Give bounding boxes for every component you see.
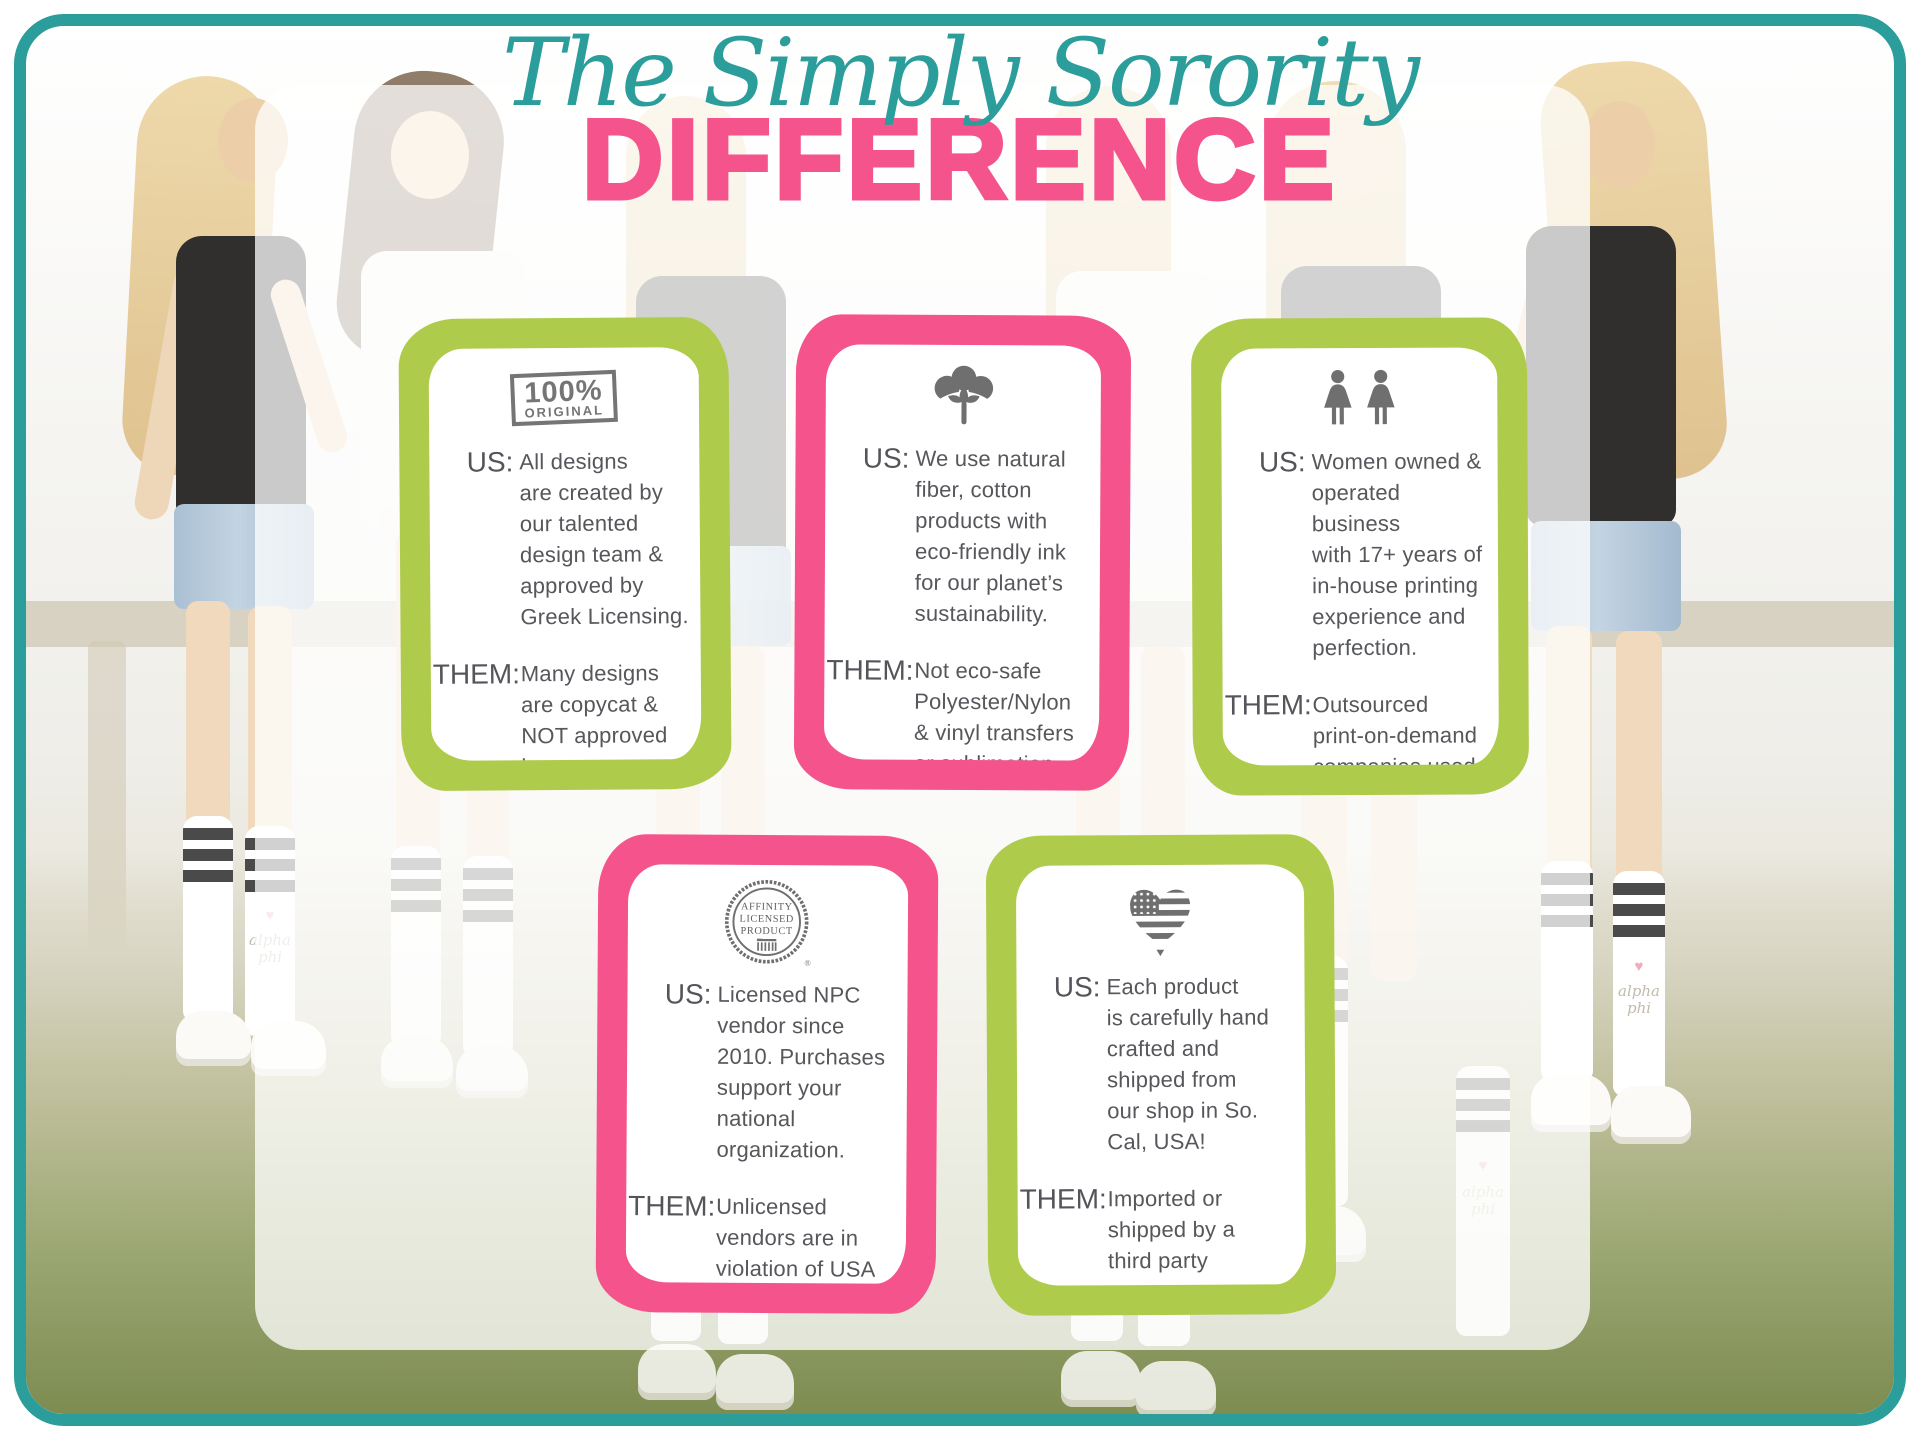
right-girl-knee-sock: ♥ alpha phi bbox=[1613, 871, 1665, 1096]
usa-flag-heart-icon bbox=[1129, 889, 1191, 957]
background-girl-2-sneaker bbox=[638, 1344, 716, 1400]
seal-line-1: AFFINITY bbox=[741, 902, 793, 913]
card-handcrafted-usa: US: Each product is carefully hand craft… bbox=[985, 834, 1337, 1316]
right-girl-face bbox=[1583, 101, 1655, 189]
them-text: Imported or shipped by a third party pro… bbox=[1107, 1185, 1236, 1286]
us-label: US: bbox=[1258, 446, 1306, 478]
us-text: All designs are created by our talented … bbox=[519, 448, 689, 630]
stamp-text-bottom: ORIGINAL bbox=[524, 402, 605, 421]
background-girl-2-sneaker bbox=[716, 1354, 794, 1410]
us-label: US: bbox=[664, 978, 712, 1010]
right-girl-leg bbox=[1616, 631, 1662, 896]
cotton-boll-icon bbox=[934, 365, 993, 425]
us-row: US: Licensed NPC vendor since 2010. Purc… bbox=[626, 978, 907, 1166]
two-women-icon bbox=[1324, 369, 1395, 425]
card-natural-fiber: US: We use natural fiber, cotton product… bbox=[793, 314, 1132, 791]
card-women-owned: US: Women owned & operated business with… bbox=[1190, 317, 1530, 796]
us-row: US: All designs are created by our talen… bbox=[429, 445, 700, 633]
us-label: US: bbox=[1053, 971, 1101, 1003]
them-text: Not eco-safe Polyester/Nylon & vinyl tra… bbox=[913, 657, 1075, 761]
us-row: US: We use natural fiber, cotton product… bbox=[825, 442, 1101, 629]
them-text: Many designs are copycat & NOT approved … bbox=[520, 660, 668, 761]
us-label: US: bbox=[466, 446, 514, 478]
seal-line-2: LICENSED bbox=[739, 914, 794, 925]
us-text: Each product is carefully hand crafted a… bbox=[1106, 973, 1270, 1155]
them-label: THEM: bbox=[1224, 689, 1312, 721]
left-girl-sneaker bbox=[176, 1011, 251, 1066]
sock-heart-icon: ♥ bbox=[1634, 958, 1644, 975]
card-icon-area bbox=[826, 354, 1101, 435]
them-row: THEM: Many designs are copycat & NOT app… bbox=[431, 657, 702, 761]
them-row: THEM: Not eco-safe Polyester/Nylon & vin… bbox=[824, 654, 1100, 760]
them-label: THEM: bbox=[628, 1190, 716, 1222]
card-original-designs: 100% ORIGINAL US: All designs are create… bbox=[398, 316, 732, 792]
them-label: THEM: bbox=[1019, 1183, 1107, 1215]
card-icon-area bbox=[1016, 874, 1304, 964]
card-inner: AFFINITY LICENSED PRODUCT ® US: Licensed… bbox=[625, 864, 909, 1284]
left-girl-knee-sock bbox=[183, 816, 233, 1021]
card-inner: 100% ORIGINAL US: All designs are create… bbox=[428, 347, 702, 761]
them-row: THEM: Unlicensed vendors are in violatio… bbox=[626, 1190, 907, 1284]
us-text: Women owned & operated business with 17+… bbox=[1311, 448, 1483, 661]
card-inner: US: Women owned & operated business with… bbox=[1221, 347, 1499, 766]
poster-title-main: DIFFERENCE bbox=[580, 97, 1338, 222]
us-row: US: Each product is carefully hand craft… bbox=[1016, 970, 1305, 1158]
card-inner: US: Each product is carefully hand craft… bbox=[1015, 864, 1307, 1286]
us-text: We use natural fiber, cotton products wi… bbox=[914, 445, 1067, 627]
them-row: THEM: Outsourced print-on-demand compani… bbox=[1223, 688, 1499, 765]
sock-stripes bbox=[1613, 883, 1665, 937]
affinity-licensed-seal-icon: AFFINITY LICENSED PRODUCT ® bbox=[724, 880, 811, 968]
sock-script: alpha phi bbox=[1618, 982, 1660, 1017]
card-icon-area: AFFINITY LICENSED PRODUCT ® bbox=[628, 874, 909, 972]
us-row: US: Women owned & operated business with… bbox=[1222, 445, 1499, 663]
card-icon-area: 100% ORIGINAL bbox=[429, 357, 700, 439]
right-girl-sneaker bbox=[1611, 1086, 1691, 1144]
sock-stripes bbox=[183, 828, 233, 882]
seal-registered-mark: ® bbox=[804, 958, 811, 968]
left-girl-leg bbox=[186, 601, 230, 841]
background-girl-3-sneaker bbox=[1061, 1351, 1141, 1407]
poster-title-script: The Simply Sorority bbox=[502, 19, 1420, 128]
them-row: THEM: Imported or shipped by a third par… bbox=[1018, 1182, 1307, 1286]
them-label: THEM: bbox=[826, 654, 914, 686]
seal-line-3: PRODUCT bbox=[741, 926, 793, 937]
them-text: Unlicensed vendors are in violation of U… bbox=[715, 1193, 876, 1282]
seal-barcode bbox=[756, 938, 777, 951]
us-text: Licensed NPC vendor since 2010. Purchase… bbox=[716, 981, 886, 1163]
them-text: Outsourced print-on-demand companies use… bbox=[1312, 691, 1483, 766]
us-label: US: bbox=[862, 442, 910, 474]
hundred-percent-original-stamp-icon: 100% ORIGINAL bbox=[510, 369, 618, 427]
card-licensed-vendor: AFFINITY LICENSED PRODUCT ® US: Licensed… bbox=[595, 833, 939, 1315]
card-inner: US: We use natural fiber, cotton product… bbox=[823, 344, 1102, 761]
background-girl-3-sneaker bbox=[1136, 1361, 1216, 1414]
card-icon-area bbox=[1221, 357, 1497, 438]
them-label: THEM: bbox=[432, 658, 521, 690]
